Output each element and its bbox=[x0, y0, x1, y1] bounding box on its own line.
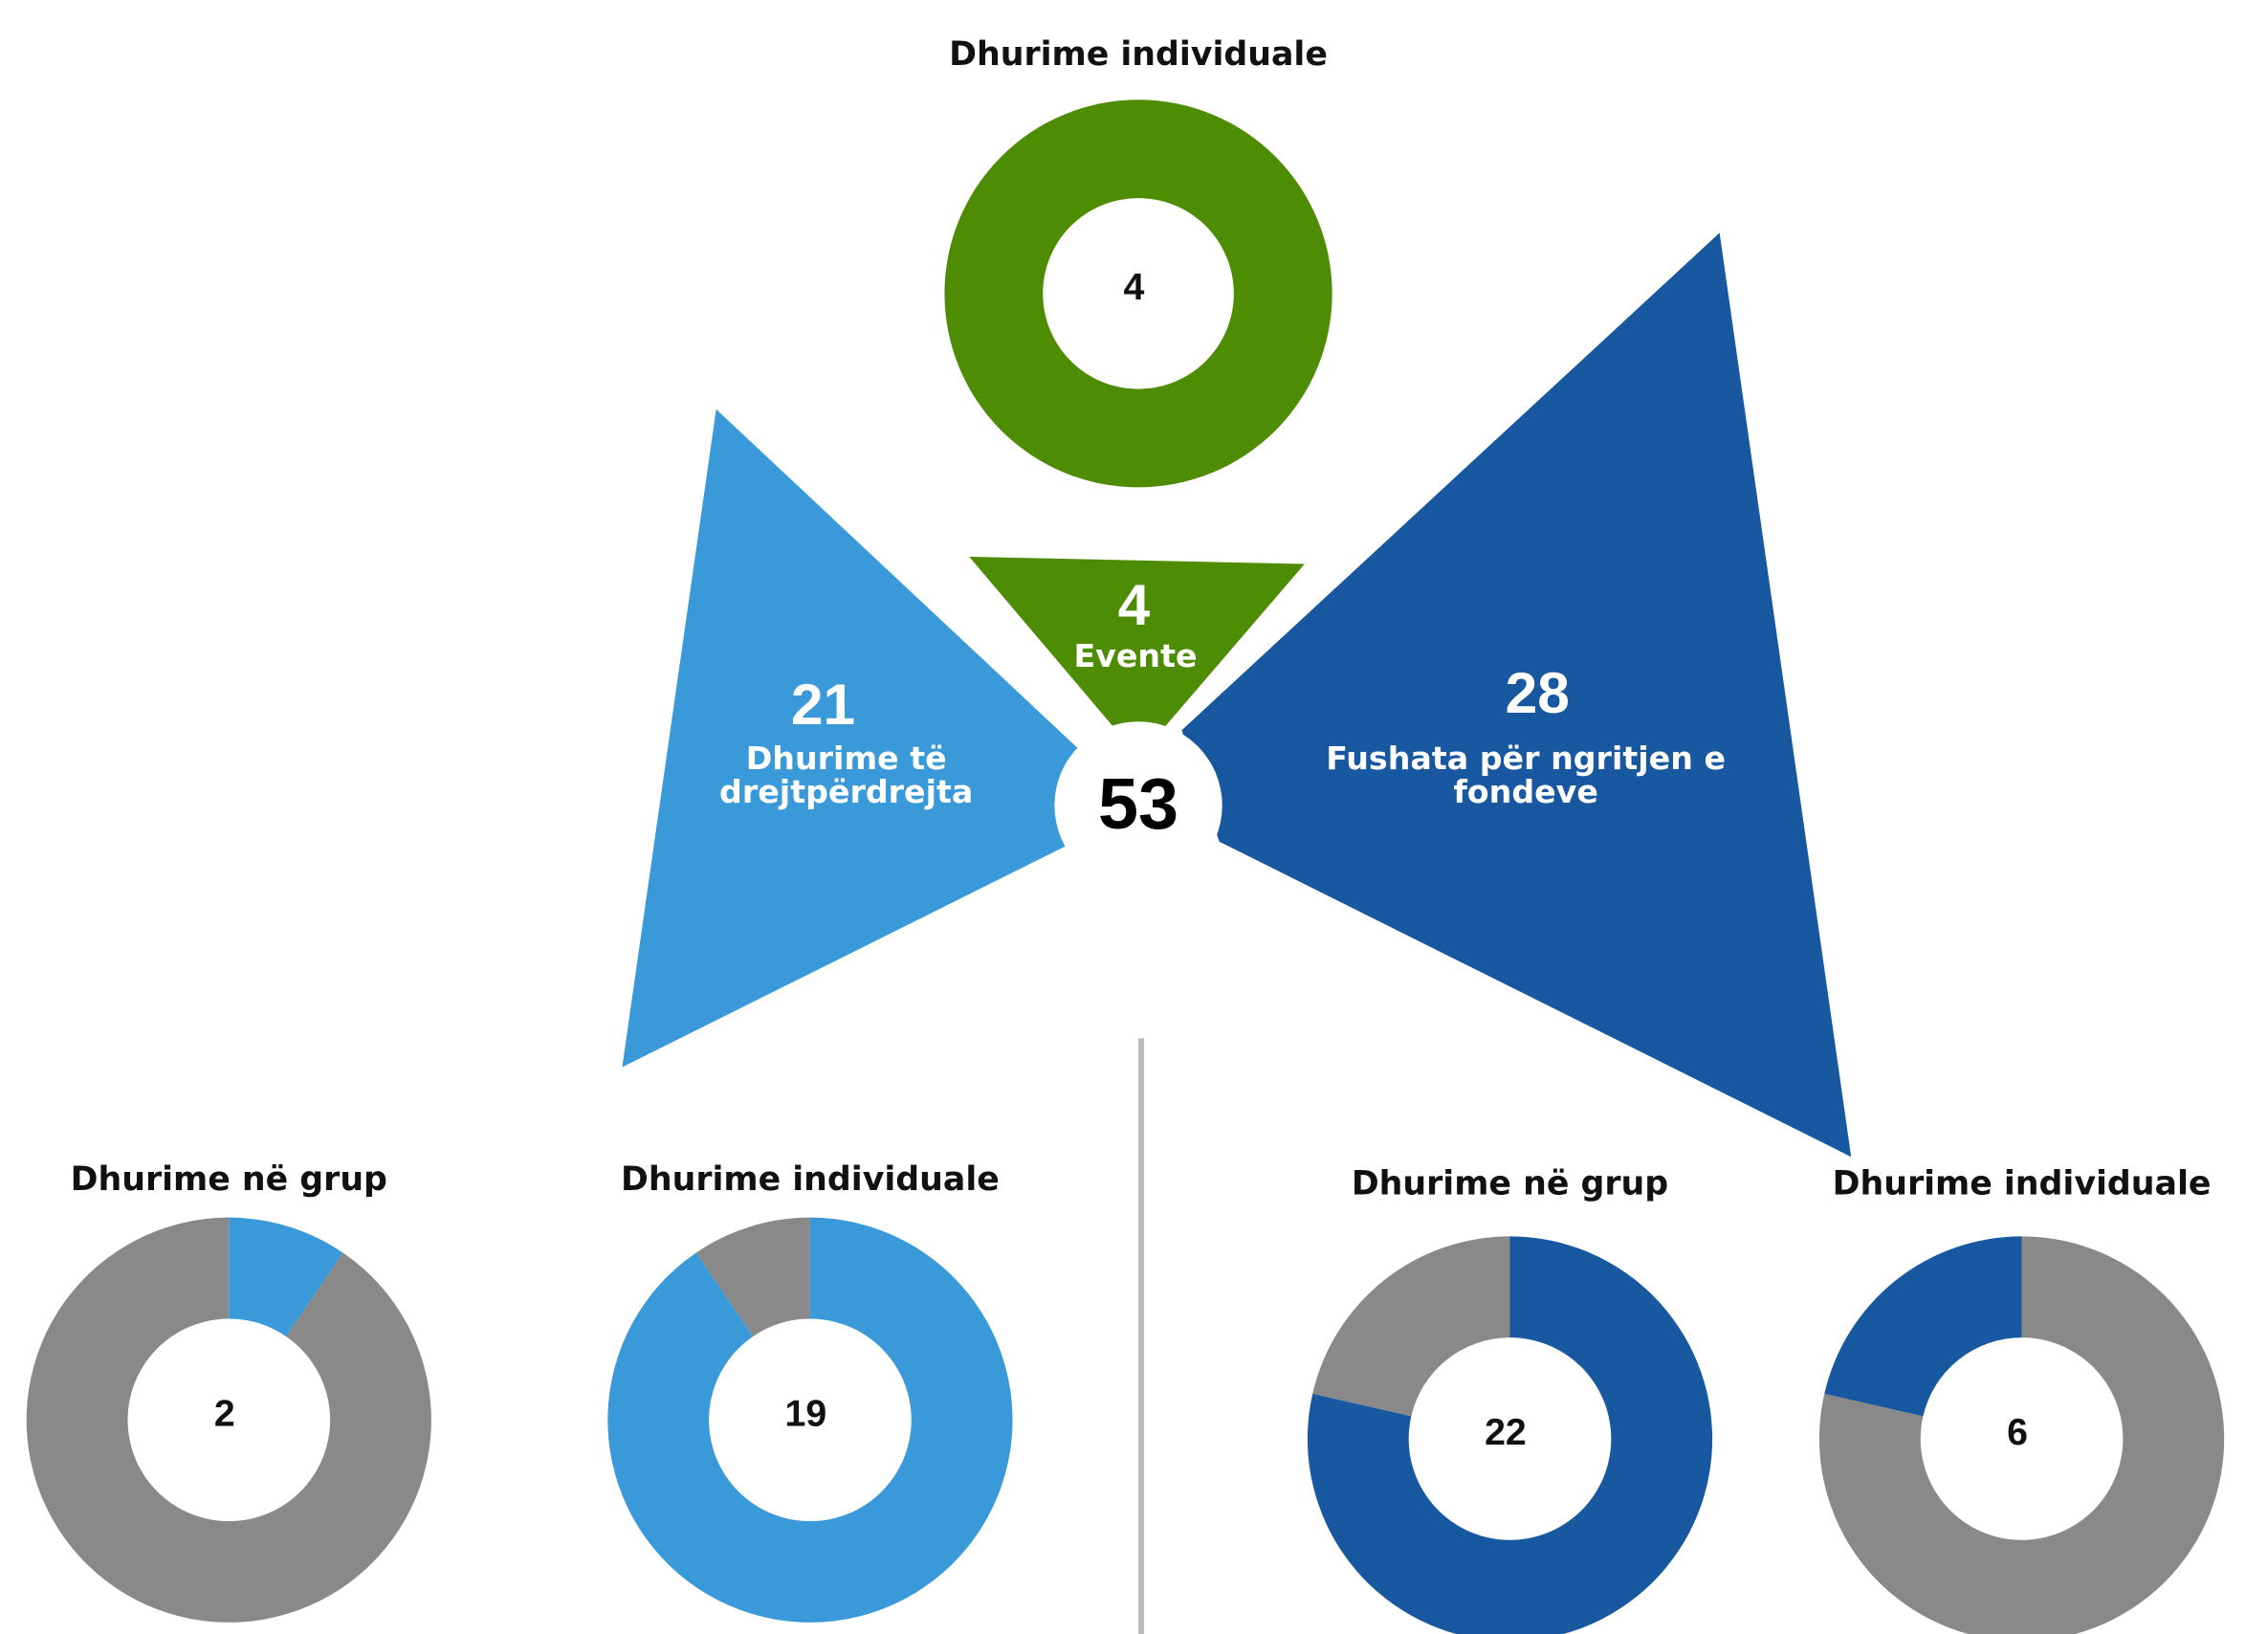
branch-value: 21 bbox=[791, 672, 855, 737]
donut-remainder bbox=[1312, 1236, 1510, 1417]
donut-title: Dhurime në grup bbox=[71, 1160, 387, 1199]
donut-value: 22 bbox=[1485, 1411, 1527, 1453]
donut-remainder bbox=[1818, 1236, 2225, 1634]
donut-segment bbox=[1824, 1236, 2022, 1417]
donut-segment bbox=[607, 1217, 1013, 1623]
donut-title: Dhurime individuale bbox=[1833, 1165, 2212, 1203]
donut-remainder bbox=[695, 1217, 810, 1336]
donut-title: Dhurime në grup bbox=[1352, 1165, 1668, 1203]
branch-label: Fushata për ngritjen e fondeve bbox=[1326, 742, 1727, 811]
branch-label: Evente bbox=[1073, 640, 1198, 675]
donut-title: Dhurime individuale bbox=[949, 35, 1328, 74]
branch-shape bbox=[622, 408, 1086, 1068]
center-circle bbox=[1054, 721, 1222, 890]
branch-shape bbox=[969, 556, 1305, 728]
donut-value: 4 bbox=[1124, 266, 1145, 308]
branch-label-box: Evente bbox=[1073, 640, 1198, 675]
branch-value: 4 bbox=[1118, 572, 1151, 637]
branch-value: 28 bbox=[1506, 660, 1570, 725]
branch-label-box: Fushata për ngritjen e fondeve bbox=[1326, 742, 1727, 811]
donut-value: 19 bbox=[785, 1392, 827, 1434]
branch-label: Dhurime të drejtpërdrejta bbox=[719, 742, 974, 811]
donut-value: 6 bbox=[2007, 1411, 2028, 1453]
total: 53 bbox=[1098, 764, 1178, 845]
branch-shape bbox=[1181, 232, 1852, 1158]
donut-remainder bbox=[26, 1217, 431, 1623]
branch-label-box: Dhurime të drejtpërdrejta bbox=[719, 742, 974, 811]
donut-segment bbox=[229, 1217, 343, 1336]
donut-title: Dhurime individuale bbox=[621, 1160, 1000, 1199]
donut-segment bbox=[944, 99, 1332, 488]
donut-value: 2 bbox=[214, 1392, 235, 1434]
donut-segment bbox=[1307, 1236, 1713, 1634]
